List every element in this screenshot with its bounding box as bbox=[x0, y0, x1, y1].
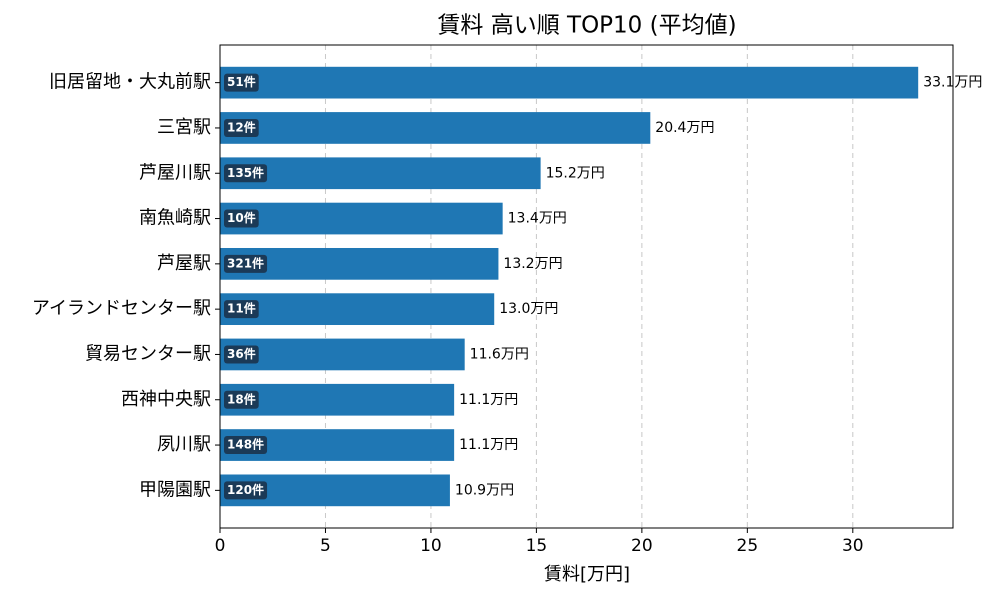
bar bbox=[220, 157, 541, 190]
count-badge bbox=[224, 164, 268, 183]
count-label: 36件 bbox=[227, 346, 256, 361]
count-badge bbox=[224, 118, 259, 137]
count-badge bbox=[224, 73, 259, 92]
value-label: 20.4万円 bbox=[655, 120, 714, 136]
x-tick-label: 10 bbox=[420, 536, 442, 556]
y-tick-label: 三宮駅 bbox=[157, 117, 211, 138]
value-label: 15.2万円 bbox=[546, 165, 605, 181]
count-label: 148件 bbox=[227, 437, 264, 452]
x-axis-label: 賃料[万円] bbox=[544, 564, 630, 585]
x-tick-label: 20 bbox=[631, 536, 653, 556]
y-tick-label: 貿易センター駅 bbox=[85, 343, 211, 364]
bar bbox=[220, 66, 919, 99]
value-label: 13.2万円 bbox=[503, 256, 562, 272]
y-tick-label: 芦屋駅 bbox=[157, 253, 211, 274]
count-label: 321件 bbox=[227, 255, 264, 270]
count-label: 135件 bbox=[227, 165, 264, 180]
y-tick-label: 旧居留地・大丸前駅 bbox=[49, 72, 211, 93]
count-label: 11件 bbox=[227, 301, 256, 316]
count-badge bbox=[224, 436, 268, 455]
y-tick-label: 芦屋川駅 bbox=[139, 162, 211, 183]
count-badge bbox=[224, 209, 259, 228]
y-tick-label: 夙川駅 bbox=[157, 434, 211, 455]
bar bbox=[220, 338, 465, 371]
y-tick-label: アイランドセンター駅 bbox=[32, 298, 211, 319]
count-label: 120件 bbox=[227, 482, 264, 497]
count-label: 18件 bbox=[227, 391, 256, 406]
count-label: 12件 bbox=[227, 119, 256, 134]
plot-frame bbox=[219, 44, 954, 529]
y-tick-label: 南魚崎駅 bbox=[139, 208, 211, 229]
bar bbox=[220, 293, 495, 326]
x-tick-label: 30 bbox=[842, 536, 864, 556]
count-badge bbox=[224, 345, 259, 364]
value-label: 10.9万円 bbox=[455, 482, 514, 498]
bar bbox=[220, 112, 651, 144]
y-tick-label: 西神中央駅 bbox=[121, 389, 211, 410]
value-label: 11.6万円 bbox=[470, 346, 529, 362]
chart-title: 賃料 高い順 TOP10 (平均値) bbox=[437, 13, 736, 39]
x-tick-label: 25 bbox=[737, 536, 759, 556]
count-label: 10件 bbox=[227, 210, 256, 225]
count-label: 51件 bbox=[227, 74, 256, 89]
bar bbox=[220, 202, 503, 235]
count-badge bbox=[224, 481, 268, 500]
x-tick-label: 5 bbox=[320, 536, 331, 556]
y-tick-label: 甲陽園駅 bbox=[139, 479, 211, 500]
value-label: 13.4万円 bbox=[508, 211, 567, 227]
value-label: 11.1万円 bbox=[459, 392, 518, 408]
value-label: 11.1万円 bbox=[459, 437, 518, 453]
x-tick-label: 15 bbox=[526, 536, 548, 556]
count-badge bbox=[224, 390, 259, 409]
value-label: 13.0万円 bbox=[499, 301, 558, 317]
x-tick-label: 0 bbox=[215, 536, 226, 556]
count-badge bbox=[224, 300, 259, 319]
count-badge bbox=[224, 254, 268, 273]
bar bbox=[220, 383, 455, 416]
